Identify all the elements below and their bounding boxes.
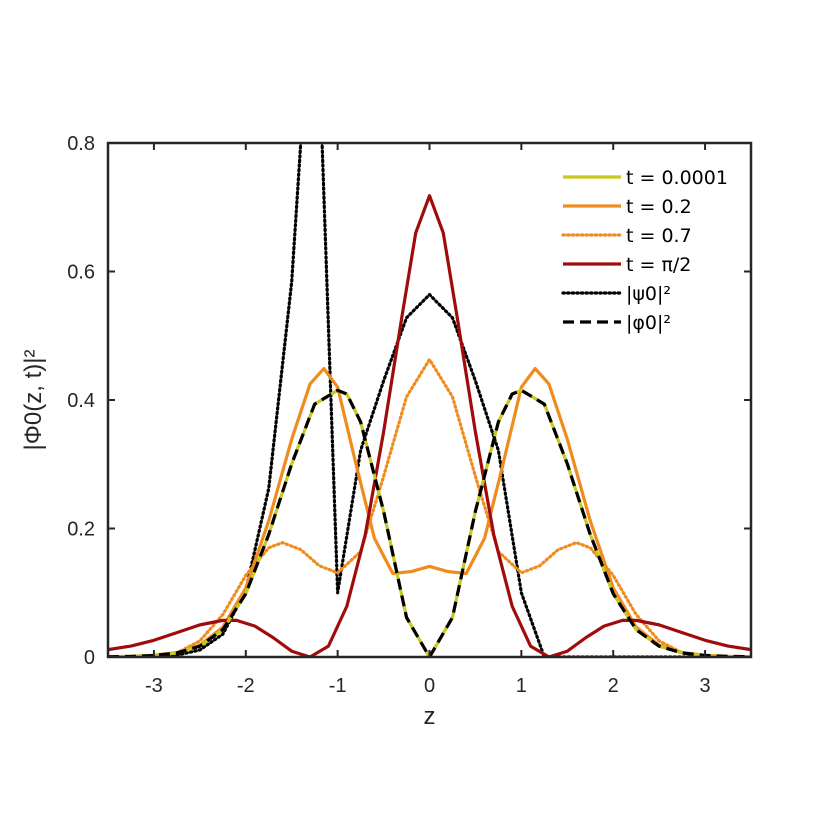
series-line-4 bbox=[108, 143, 751, 657]
y-tick-labels: 0 0.2 0.4 0.6 0.8 bbox=[67, 133, 95, 669]
plot-background bbox=[108, 143, 751, 657]
legend-label-1: t = 0.2 bbox=[626, 196, 692, 218]
legend-label-4: |ψ0|² bbox=[626, 283, 671, 305]
x-tick-label: -2 bbox=[237, 675, 255, 697]
y-tick-label: 0 bbox=[84, 647, 95, 669]
x-tick-label: -3 bbox=[145, 675, 163, 697]
x-tick-label: 2 bbox=[608, 675, 619, 697]
x-tick-label: 0 bbox=[424, 675, 435, 697]
x-tick-label: 1 bbox=[516, 675, 527, 697]
y-tick-label: 0.6 bbox=[67, 262, 95, 284]
legend-label-5: |φ0|² bbox=[626, 312, 671, 334]
series-line-1 bbox=[108, 366, 751, 657]
x-tick-label: 3 bbox=[700, 675, 711, 697]
series-line-2 bbox=[108, 357, 751, 657]
legend: t = 0.0001 t = 0.2 t = 0.7 t = π/2 |ψ0|² |φ0|… bbox=[561, 167, 728, 334]
series-layer bbox=[108, 143, 751, 657]
legend-label-2: t = 0.7 bbox=[626, 225, 692, 247]
series-line-5 bbox=[108, 388, 751, 657]
y-axis-title: |Φ0(z, t)|² bbox=[20, 350, 47, 451]
x-axis-title: z bbox=[424, 703, 436, 730]
legend-label-3: t = π/2 bbox=[626, 254, 691, 276]
plot-frame bbox=[106, 141, 753, 659]
y-tick-label: 0.4 bbox=[67, 390, 95, 412]
legend-label-0: t = 0.0001 bbox=[626, 167, 728, 189]
x-tick-label: -1 bbox=[329, 675, 347, 697]
y-tick-label: 0.8 bbox=[67, 133, 95, 155]
series-line-3 bbox=[108, 194, 751, 657]
y-tick-label: 0.2 bbox=[67, 519, 95, 541]
x-tick-labels: -3 -2 -1 0 1 2 3 bbox=[145, 675, 711, 697]
